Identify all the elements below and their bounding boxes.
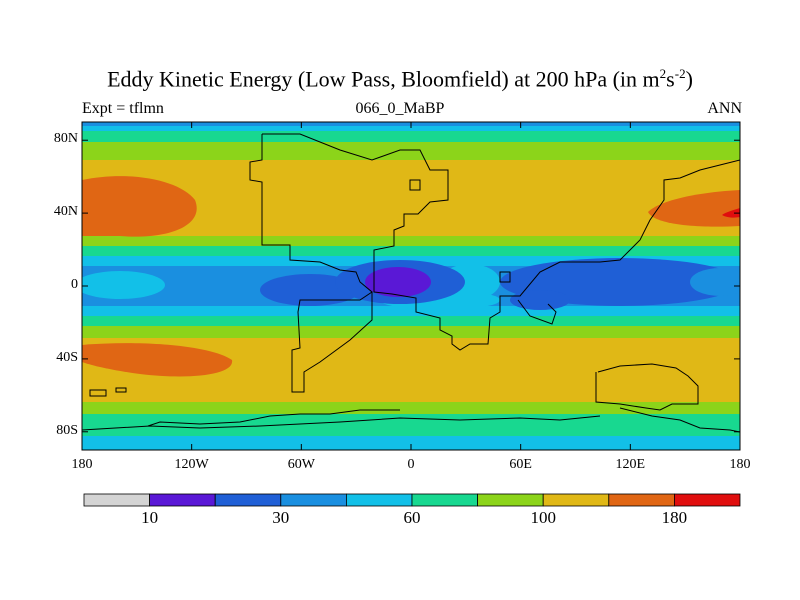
colorbar-label: 10 [141,508,159,527]
colorbar-swatch [608,493,675,507]
colorbar-swatch [345,493,413,507]
colorbar-swatch [280,493,347,507]
lat-label: 40N [53,204,78,220]
lon-label: 120E [615,457,646,472]
colorbar-swatch [674,493,741,507]
lat-label: 0 [71,277,78,292]
lat-label: 40S [56,349,78,365]
lon-label: 180 [729,457,751,472]
axis-ticks [81,122,741,450]
colorbar-swatch [83,493,150,507]
colorbar-swatch [477,493,544,507]
season-label: ANN [707,100,742,117]
run-id-label: 066_0_MaBP [355,100,445,117]
lat-label: 80S [56,422,78,438]
colorbar-swatch [542,493,610,507]
lon-label: 0 [407,457,415,472]
colorbar-label: 100 [530,508,556,527]
colorbar-swatch [411,493,478,507]
colorbar-label: 180 [661,508,688,527]
lon-label: 120W [174,457,209,472]
colorbar-label: 30 [272,508,290,527]
coastlines [82,133,740,433]
lon-label: 60E [509,457,532,472]
eke-field [82,122,740,450]
lon-label: 60W [287,457,315,472]
map-title: Eddy Kinetic Energy (Low Pass, Bloomfiel… [107,66,693,92]
lon-label: 180 [71,457,93,472]
colorbar-swatch [149,493,216,507]
colorbar-swatch [214,493,282,507]
colorbar-label: 60 [403,508,421,527]
experiment-label: Expt = tflmn [82,100,164,117]
colorbar [83,493,741,507]
lat-label: 80N [53,131,78,147]
